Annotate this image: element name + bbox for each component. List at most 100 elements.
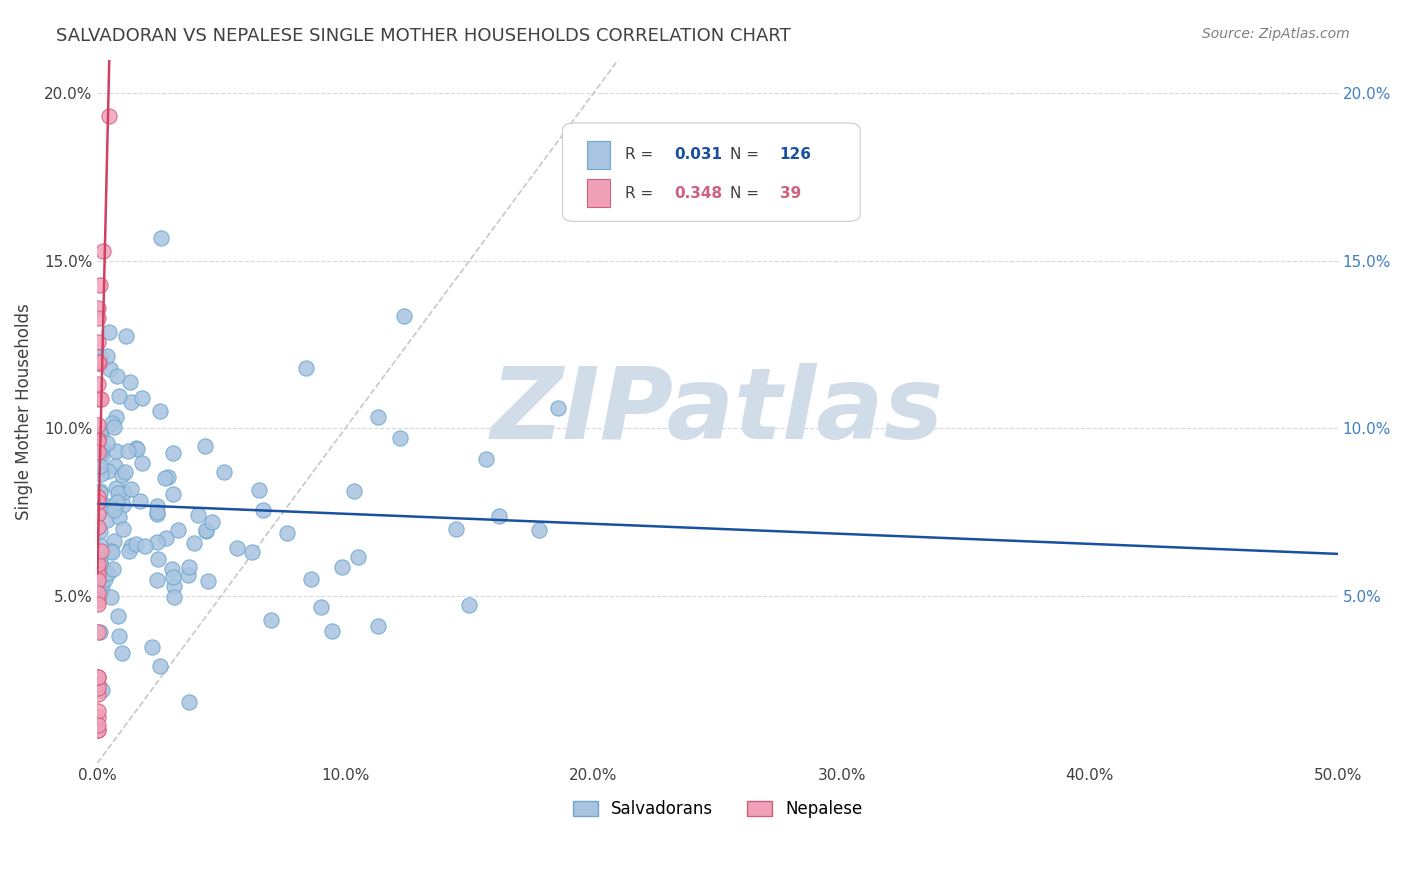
Salvadorans xyxy=(156,470,179,484)
Nepalese xyxy=(87,490,110,504)
Salvadorans xyxy=(155,532,177,546)
Salvadorans xyxy=(107,608,129,623)
Salvadorans xyxy=(252,503,274,517)
Text: Source: ZipAtlas.com: Source: ZipAtlas.com xyxy=(1202,27,1350,41)
Nepalese xyxy=(87,566,110,581)
Salvadorans xyxy=(149,659,172,673)
Salvadorans xyxy=(103,534,125,549)
Salvadorans xyxy=(163,590,186,604)
Nepalese xyxy=(87,723,110,737)
Salvadorans xyxy=(160,561,183,575)
Salvadorans xyxy=(444,522,467,536)
Salvadorans xyxy=(107,485,129,500)
Salvadorans xyxy=(259,613,281,627)
Nepalese xyxy=(87,494,110,508)
Salvadorans xyxy=(89,557,111,571)
Text: R =: R = xyxy=(624,147,658,162)
Salvadorans xyxy=(100,590,122,604)
Salvadorans xyxy=(89,554,111,568)
Salvadorans xyxy=(187,508,209,522)
Salvadorans xyxy=(197,574,219,588)
Salvadorans xyxy=(183,536,205,550)
Salvadorans xyxy=(276,526,298,541)
Salvadorans xyxy=(98,362,121,376)
Salvadorans xyxy=(103,502,125,516)
Salvadorans xyxy=(394,309,416,323)
Y-axis label: Single Mother Households: Single Mother Households xyxy=(15,303,32,520)
Salvadorans xyxy=(195,523,218,537)
Text: SALVADORAN VS NEPALESE SINGLE MOTHER HOUSEHOLDS CORRELATION CHART: SALVADORAN VS NEPALESE SINGLE MOTHER HOU… xyxy=(56,27,792,45)
Salvadorans xyxy=(97,566,120,580)
Salvadorans xyxy=(97,325,120,339)
Nepalese xyxy=(87,376,110,391)
Salvadorans xyxy=(118,544,141,558)
Salvadorans xyxy=(347,549,370,564)
Salvadorans xyxy=(214,465,236,479)
Salvadorans xyxy=(89,538,111,552)
Salvadorans xyxy=(93,562,115,576)
Salvadorans xyxy=(162,486,184,500)
Nepalese xyxy=(87,561,110,575)
Nepalese xyxy=(87,356,110,370)
Salvadorans xyxy=(89,427,111,442)
Salvadorans xyxy=(91,682,114,697)
Salvadorans xyxy=(321,624,343,638)
Salvadorans xyxy=(167,523,190,537)
Salvadorans xyxy=(330,559,353,574)
Salvadorans xyxy=(247,483,270,497)
Salvadorans xyxy=(125,441,148,455)
Salvadorans xyxy=(474,452,496,467)
Salvadorans xyxy=(105,495,128,509)
Salvadorans xyxy=(150,230,173,244)
Salvadorans xyxy=(162,446,184,460)
Salvadorans xyxy=(96,513,118,527)
Bar xyxy=(588,179,610,207)
Salvadorans xyxy=(104,444,127,458)
Nepalese xyxy=(90,392,112,406)
Nepalese xyxy=(87,586,110,600)
Salvadorans xyxy=(115,329,138,343)
Salvadorans xyxy=(90,579,112,593)
Nepalese xyxy=(90,544,112,558)
Salvadorans xyxy=(127,442,149,456)
Salvadorans xyxy=(104,458,127,473)
Salvadorans xyxy=(101,562,124,576)
Salvadorans xyxy=(527,524,550,538)
FancyBboxPatch shape xyxy=(562,123,860,221)
Salvadorans xyxy=(299,572,322,586)
Salvadorans xyxy=(101,416,124,430)
Nepalese xyxy=(87,355,110,369)
Salvadorans xyxy=(141,640,163,654)
Salvadorans xyxy=(388,431,411,445)
Nepalese xyxy=(87,445,110,459)
Nepalese xyxy=(87,508,110,522)
Salvadorans xyxy=(89,584,111,599)
Salvadorans xyxy=(101,545,124,559)
Salvadorans xyxy=(89,483,111,498)
Salvadorans xyxy=(112,485,135,500)
Salvadorans xyxy=(134,540,156,554)
Salvadorans xyxy=(94,573,117,587)
Text: 0.031: 0.031 xyxy=(673,147,723,162)
Salvadorans xyxy=(146,504,169,518)
Salvadorans xyxy=(89,426,111,441)
Salvadorans xyxy=(146,573,169,587)
Salvadorans xyxy=(295,360,318,375)
Salvadorans xyxy=(311,600,333,615)
Salvadorans xyxy=(177,567,200,582)
Salvadorans xyxy=(111,646,134,660)
Nepalese xyxy=(87,355,110,369)
Salvadorans xyxy=(89,494,111,508)
Salvadorans xyxy=(120,539,142,553)
Nepalese xyxy=(87,557,110,571)
Salvadorans xyxy=(201,515,224,529)
Bar xyxy=(588,141,610,169)
Salvadorans xyxy=(90,448,112,462)
Text: N =: N = xyxy=(730,147,763,162)
Nepalese xyxy=(87,723,110,737)
Salvadorans xyxy=(104,481,127,495)
Legend: Salvadorans, Nepalese: Salvadorans, Nepalese xyxy=(567,794,869,825)
Nepalese xyxy=(87,677,110,691)
Nepalese xyxy=(87,718,110,732)
Nepalese xyxy=(87,592,110,607)
